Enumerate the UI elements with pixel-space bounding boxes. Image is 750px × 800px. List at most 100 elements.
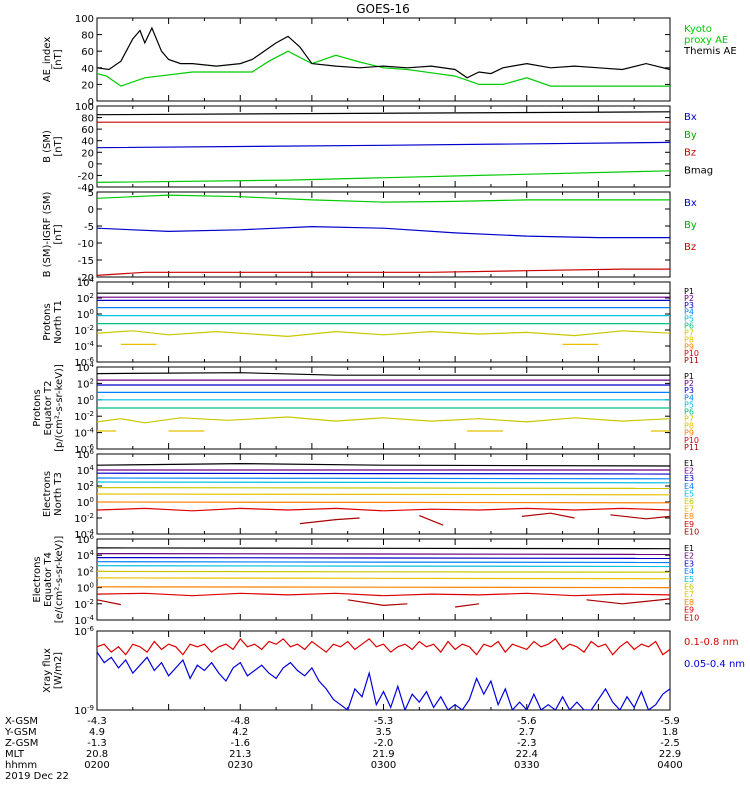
- y-tick-label: 100: [75, 14, 94, 25]
- ephemeris-date: 2019 Dec 22: [5, 771, 69, 782]
- series-line-e7: [97, 577, 670, 580]
- ephemeris-row-label: X-GSM: [5, 716, 38, 727]
- legend-item-e2: E2: [684, 467, 694, 476]
- series-line-e7: [97, 493, 670, 496]
- legend-item-by: By: [684, 130, 697, 141]
- series-line-p7: [97, 416, 670, 424]
- panel-frame: [96, 538, 671, 621]
- y-tick-label: 102: [77, 292, 94, 305]
- legend-item-e1: E1: [684, 459, 694, 468]
- y-tick-label: 104: [77, 276, 95, 289]
- legend-item-p2: P2: [684, 294, 694, 303]
- ephemeris-value: -5.3: [374, 716, 394, 727]
- y-tick-label: -20: [78, 171, 94, 182]
- legend-item-p5: P5: [684, 400, 694, 409]
- series-line-e6: [97, 487, 670, 489]
- panel-legend: Bx By Bz Bmag: [684, 112, 713, 176]
- series-line-e9: [97, 592, 670, 597]
- y-tick-label: 102: [77, 480, 94, 493]
- series-line-e1: [97, 462, 670, 467]
- y-tick-label: 80: [81, 114, 94, 125]
- series-line-e3: [97, 472, 670, 475]
- legend-item-p6: P6: [684, 407, 694, 416]
- series-line-e2: [97, 552, 670, 556]
- panel-legend: 0.1-0.8 nm 0.05-0.4 nm: [684, 637, 745, 670]
- panel-frame: [96, 17, 671, 102]
- y-axis-label: ElectronsNorth T3: [42, 471, 64, 517]
- legend-item-e7: E7: [684, 505, 694, 514]
- legend-item-p8: P8: [684, 335, 694, 344]
- y-tick-label: 10-4: [74, 340, 94, 353]
- legend-item-e6: E6: [684, 583, 694, 592]
- y-tick-label: 0: [88, 160, 94, 171]
- y-tick-label: -15: [78, 256, 94, 267]
- legend-item-e9: E9: [684, 606, 694, 615]
- y-tick-label: 106: [77, 533, 95, 546]
- y-tick-label: 104: [77, 464, 95, 477]
- y-tick-label: 100: [77, 582, 94, 595]
- legend-item-e2: E2: [684, 552, 694, 561]
- ephemeris-value: -5.9: [660, 716, 680, 727]
- ephemeris-value: 0300: [371, 760, 396, 771]
- ephemeris-row-label: hhmm: [5, 760, 37, 771]
- y-tick-label: 10-2: [74, 598, 94, 611]
- series-line-e5: [97, 565, 670, 568]
- series-group: [97, 462, 670, 526]
- series-line-bx: [97, 225, 670, 239]
- y-tick-label: 104: [77, 361, 95, 374]
- legend-item-e7: E7: [684, 590, 694, 599]
- legend-item-0-05-0-4-nm: 0.05-0.4 nm: [684, 659, 745, 670]
- y-axis-label: Xray flux[W/m2]: [42, 648, 64, 693]
- ephemeris-row-label: MLT: [5, 749, 25, 760]
- ephemeris-value: 0400: [657, 760, 682, 771]
- series-group: [97, 547, 670, 608]
- legend-item-p7: P7: [684, 415, 694, 424]
- y-tick-label: 60: [81, 47, 94, 58]
- legend-item-e8: E8: [684, 512, 694, 521]
- series-group: [97, 26, 670, 87]
- legend-item-p9: P9: [684, 429, 694, 438]
- ephemeris-value: 22.4: [516, 749, 538, 760]
- y-tick-label: -20: [78, 273, 94, 284]
- legend-item-by: By: [684, 220, 697, 231]
- y-tick-label: 5: [88, 188, 94, 199]
- ephemeris-row-label: Y-GSM: [4, 727, 37, 738]
- series-group: [97, 292, 670, 345]
- series-line-e10: [97, 599, 122, 606]
- legend-item-p10: P10: [684, 436, 699, 445]
- series-line-e10: [347, 599, 408, 607]
- ephemeris-value: -5.6: [517, 716, 537, 727]
- y-tick-label: 102: [77, 565, 94, 578]
- ephemeris-row-label: Z-GSM: [5, 738, 38, 749]
- y-tick-label: 0: [88, 97, 94, 108]
- series-line-0-05-0-4-nm: [97, 651, 670, 710]
- y-tick-label: 10-4: [74, 427, 94, 440]
- series-line-kyoto-proxy-ae: [97, 50, 670, 87]
- ephemeris-value: -2.5: [660, 738, 680, 749]
- ephemeris-value: 21.3: [229, 749, 251, 760]
- ephemeris-value: 0330: [514, 760, 539, 771]
- y-tick-label: 10-6: [74, 625, 94, 638]
- series-line-bz: [97, 268, 670, 276]
- series-line-e4: [97, 477, 670, 480]
- y-tick-label: 10-2: [74, 512, 94, 525]
- y-tick-label: -40: [78, 183, 94, 194]
- series-line-e10: [455, 603, 480, 608]
- panel-frame: [96, 191, 671, 278]
- figure-title: GOES-16: [356, 2, 410, 16]
- y-tick-label: 20: [81, 80, 94, 91]
- y-tick-label: 10-2: [74, 410, 94, 423]
- series-line-e10: [299, 517, 360, 525]
- legend-item-bx: Bx: [684, 112, 697, 123]
- ephemeris-value: 0230: [228, 760, 253, 771]
- legend-item-0-1-0-8-nm: 0.1-0.8 nm: [684, 637, 739, 648]
- legend-item-p3: P3: [684, 386, 694, 395]
- legend-item-p3: P3: [684, 301, 694, 310]
